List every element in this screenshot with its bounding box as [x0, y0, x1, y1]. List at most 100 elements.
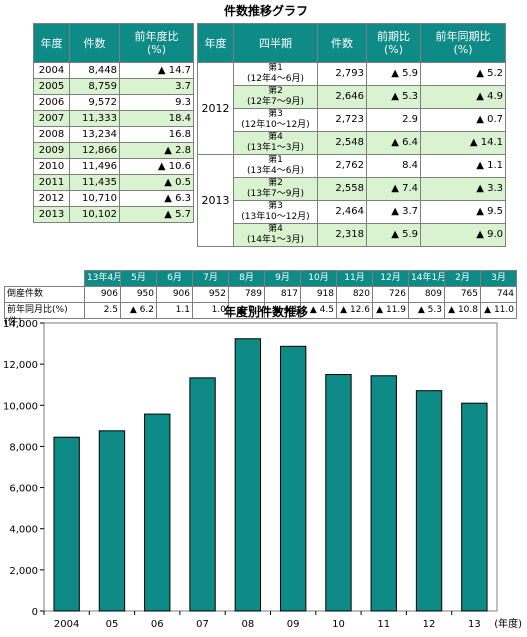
count-cell: 2,548 — [317, 131, 367, 155]
table-row: 2012 10,710 ▲ 6.3 — [33, 190, 194, 207]
yoy-ratio-cell: ▲ 9.5 — [420, 200, 506, 224]
count-cell: 11,333 — [69, 110, 120, 127]
table-row: 第2 (13年7〜9月) 2,558 ▲ 7.4 ▲ 3.3 — [198, 177, 506, 201]
quarter-period: (13年1〜3月) — [247, 143, 304, 153]
count-cell: 950 — [120, 286, 157, 303]
count-cell: 809 — [408, 286, 445, 303]
x-tick-label: 12 — [423, 619, 436, 630]
month-header: 7月 — [192, 270, 229, 287]
col-year: 年度 — [33, 23, 70, 63]
year-cell: 2013 — [197, 154, 234, 247]
quarter-cell: 第2 (12年7〜9月) — [233, 85, 318, 109]
ratio-cell: ▲ 6.3 — [119, 190, 194, 207]
count-cell: 2,793 — [317, 62, 367, 86]
table-row: 2009 12,866 ▲ 2.8 — [33, 142, 194, 159]
count-cell: 2,646 — [317, 85, 367, 109]
quarter-period: (13年10〜12月) — [241, 212, 310, 222]
year-cell: 2012 — [33, 190, 70, 207]
y-tick-label: 2,000 — [9, 566, 38, 577]
table-row: 2005 8,759 3.7 — [33, 78, 194, 95]
bar — [144, 413, 171, 612]
ratio-cell: 16.8 — [119, 126, 194, 143]
y-tick-label: 6,000 — [9, 484, 38, 495]
count-cell: 2,464 — [317, 200, 367, 224]
x-axis-label: (年度) — [494, 617, 522, 630]
quarter-period: (14年1〜3月) — [247, 235, 304, 245]
ratio-cell: ▲ 2.8 — [119, 142, 194, 159]
month-header: 14年1月 — [408, 270, 445, 287]
y-tick-label: 12,000 — [3, 360, 38, 371]
table-row: 第3 (13年10〜12月) 2,464 ▲ 3.7 ▲ 9.5 — [198, 200, 506, 224]
count-cell: 9,572 — [69, 94, 120, 111]
annual-table: 年度 件数 前年度比 (%) 2004 8,448 ▲ 14.7 2005 8,759 3… — [33, 23, 194, 223]
month-header: 8月 — [228, 270, 265, 287]
prev-ratio-cell: ▲ 7.4 — [366, 177, 421, 201]
quarter-cell: 第1 (13年4〜6月) — [233, 154, 318, 178]
count-cell: 2,762 — [317, 154, 367, 178]
bar — [53, 436, 80, 612]
count-cell: 8,448 — [69, 62, 120, 79]
x-tick-label: 11 — [377, 619, 390, 630]
month-header: 12月 — [372, 270, 409, 287]
count-cell: 10,102 — [69, 206, 120, 223]
count-cell: 952 — [192, 286, 229, 303]
x-tick-label: 08 — [241, 619, 254, 630]
quarter-name: 第1 — [268, 155, 283, 166]
table-row: 2004 8,448 ▲ 14.7 — [33, 62, 194, 79]
yoy-ratio-cell: ▲ 4.9 — [420, 85, 506, 109]
y-tick-label: 14,000 — [3, 319, 38, 330]
year-cell: 2012 — [197, 62, 234, 155]
bar — [325, 374, 352, 612]
quarter-name: 第2 — [268, 178, 283, 189]
yoy-cell: ▲ 11.0 — [480, 302, 517, 319]
table-row: 第4 (14年1〜3月) 2,318 ▲ 5.9 ▲ 9.0 — [198, 223, 506, 247]
quarter-name: 第4 — [268, 132, 283, 143]
ratio-cell: 3.7 — [119, 78, 194, 95]
yoy-ratio-cell: ▲ 5.2 — [420, 62, 506, 86]
yoy-ratio-cell: ▲ 9.0 — [420, 223, 506, 247]
quarter-period: (13年4〜6月) — [247, 166, 304, 176]
count-cell: 744 — [480, 286, 517, 303]
quarter-cell: 第3 (13年10〜12月) — [233, 200, 318, 224]
prev-ratio-cell: 2.9 — [366, 108, 421, 132]
col-yoy-ratio: 前年同期比 (%) — [420, 23, 506, 63]
row-label-count: 倒産件数 — [4, 286, 85, 303]
prev-ratio-cell: 8.4 — [366, 154, 421, 178]
count-cell: 765 — [444, 286, 481, 303]
x-tick-label: 2004 — [54, 619, 79, 630]
month-header: 9月 — [264, 270, 301, 287]
count-cell: 820 — [336, 286, 373, 303]
bar — [370, 375, 397, 612]
prev-ratio-cell: ▲ 6.4 — [366, 131, 421, 155]
count-cell: 10,710 — [69, 190, 120, 207]
count-cell: 918 — [300, 286, 337, 303]
ratio-cell: ▲ 10.6 — [119, 158, 194, 175]
bar — [98, 430, 126, 612]
quarter-name: 第3 — [268, 201, 283, 212]
x-tick-label: 07 — [196, 619, 209, 630]
yoy-ratio-cell: ▲ 1.1 — [420, 154, 506, 178]
col-prev-ratio: 前期比 (%) — [366, 23, 421, 63]
col-count: 件数 — [69, 23, 120, 63]
count-cell: 11,435 — [69, 174, 120, 191]
quarter-cell: 第3 (12年10〜12月) — [233, 108, 318, 132]
quarter-cell: 第2 (13年7〜9月) — [233, 177, 318, 201]
count-cell: 817 — [264, 286, 301, 303]
chart-title: 年度別件数推移 — [223, 305, 308, 319]
row-label-yoy: 前年同月比(%) — [4, 302, 85, 319]
yoy-ratio-cell: ▲ 3.3 — [420, 177, 506, 201]
count-cell: 2,318 — [317, 223, 367, 247]
table-row: 2013 第1 (13年4〜6月) 2,762 8.4 ▲ 1.1 — [197, 154, 506, 247]
x-tick-label: 09 — [287, 619, 300, 630]
year-cell: 2009 — [33, 142, 70, 159]
month-header: 6月 — [156, 270, 193, 287]
yoy-cell: 1.0 — [192, 302, 229, 319]
count-cell: 2,558 — [317, 177, 367, 201]
year-cell: 2013 — [33, 206, 70, 223]
prev-ratio-cell: ▲ 5.9 — [366, 62, 421, 86]
count-cell: 12,866 — [69, 142, 120, 159]
yoy-ratio-cell: ▲ 14.1 — [420, 131, 506, 155]
table-row: 第4 (13年1〜3月) 2,548 ▲ 6.4 ▲ 14.1 — [198, 131, 506, 155]
ratio-cell: ▲ 0.5 — [119, 174, 194, 191]
count-cell: 789 — [228, 286, 265, 303]
